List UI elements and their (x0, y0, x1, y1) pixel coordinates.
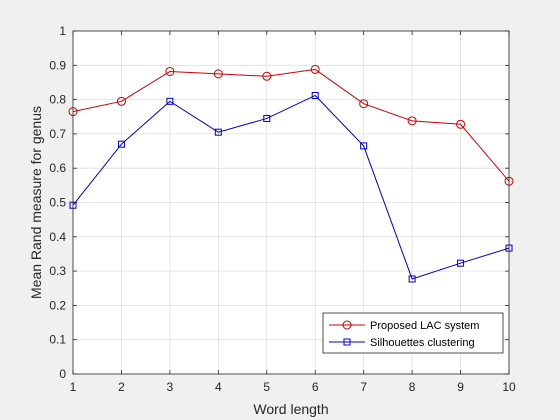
x-tick-label: 6 (312, 380, 319, 394)
data-point-circle (116, 96, 126, 106)
legend-item: Silhouettes clustering (329, 337, 475, 349)
legend-marker-square (343, 338, 351, 346)
legend-label: Proposed LAC system (370, 320, 479, 332)
y-tick-label: 0.3 (49, 264, 66, 278)
x-tick-label: 7 (360, 380, 367, 394)
x-tick-label: 10 (502, 380, 516, 394)
x-tick-label: 2 (118, 380, 125, 394)
y-tick-label: 0.1 (49, 333, 66, 347)
legend: Proposed LAC system Silhouettes clusterin… (322, 312, 504, 354)
x-tick-label: 3 (167, 380, 174, 394)
series-line (72, 68, 510, 182)
data-point-circle (359, 99, 369, 109)
y-tick-label: 0 (59, 367, 66, 381)
y-tick-label: 0.5 (49, 196, 66, 210)
y-axis-label: Mean Rand measure for genus (28, 106, 44, 299)
data-point-circle (456, 119, 466, 129)
data-point-square (457, 259, 465, 267)
x-tick-label: 8 (409, 380, 416, 394)
axes: 1 2 3 4 5 6 7 8 9 10 0 0.1 0.2 0.3 0.4 0.5 0.6 0.7 0.8 0.9 1 (49, 24, 516, 394)
x-tick-label: 9 (457, 380, 464, 394)
data-point-circle (213, 69, 223, 79)
y-tick-label: 0.2 (49, 298, 66, 312)
data-point-square (408, 275, 416, 283)
y-tick-label: 0.9 (49, 58, 66, 72)
data-point-square (263, 114, 271, 122)
data-point-square (117, 140, 125, 148)
data-point-square (311, 91, 319, 99)
x-tick-label: 5 (263, 380, 270, 394)
legend-box (322, 312, 504, 354)
y-tick-label: 1 (59, 24, 66, 38)
legend-item: Proposed LAC system (329, 320, 479, 332)
series-line (72, 94, 510, 280)
x-tick-label: 4 (215, 380, 222, 394)
x-tick-label: 1 (70, 380, 77, 394)
data-point-square (166, 97, 174, 105)
data-point-square (360, 142, 368, 150)
series-2 (69, 91, 513, 283)
y-tick-label: 0.6 (49, 161, 66, 175)
data-point-circle (310, 64, 320, 74)
data-point-square (214, 128, 222, 136)
y-tick-label: 0.4 (49, 230, 66, 244)
data-point-circle (262, 71, 272, 81)
legend-marker-circle (342, 320, 352, 330)
y-tick-label: 0.8 (49, 93, 66, 107)
x-axis-label: Word length (253, 401, 328, 417)
legend-label: Silhouettes clustering (370, 337, 475, 349)
data-point-circle (165, 66, 175, 76)
data-point-circle (407, 116, 417, 126)
y-tick-label: 0.7 (49, 127, 66, 141)
